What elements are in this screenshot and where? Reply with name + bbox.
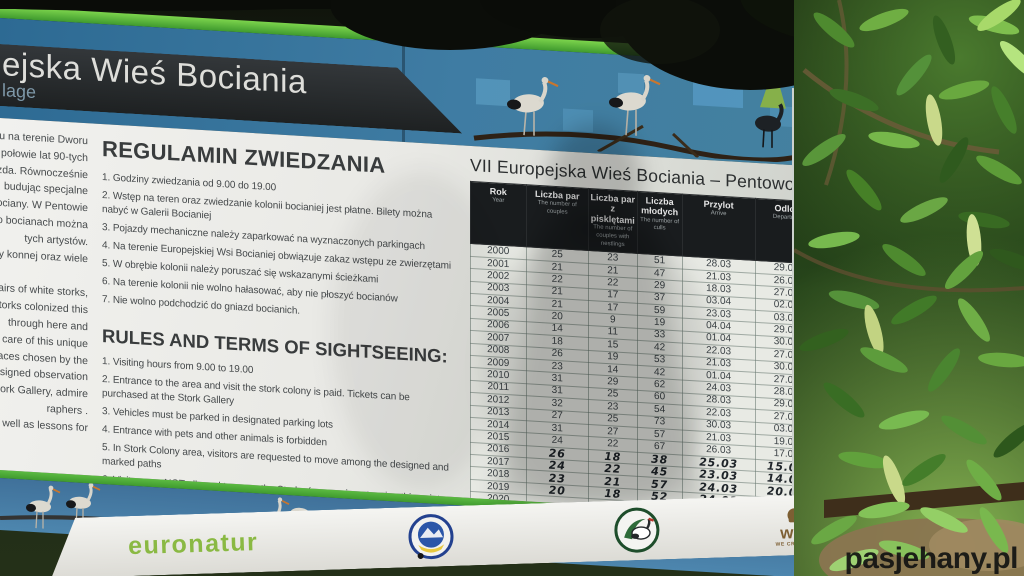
left-cutoff-column: ku na terenie Dworu w połowie lat 90-tych… [0, 124, 90, 475]
stork-silhouette-icon [755, 65, 786, 148]
table-header-cell: Liczba młodych The number of culls [637, 191, 683, 257]
blue-globe-logo-icon [407, 513, 454, 560]
watermark: pasjehany.pl [844, 542, 1018, 575]
header-label-pl: Liczba par z pisklętami [590, 192, 636, 226]
table-header-cell: Liczba par z pisklętami The number of co… [588, 188, 638, 254]
stork-icon [507, 76, 559, 136]
stork-table-body: 2000 25 23 51 28.03 29.08 2001 21 21 47 … [470, 243, 818, 519]
willow-foliage [792, 0, 1024, 576]
table-header-cell: Liczba par The number of couples [526, 184, 589, 251]
table-header-cell: Rok Year [470, 181, 527, 248]
stork-society-logo-icon [613, 506, 660, 553]
intro-paragraph-pl: ku na terenie Dworu w połowie lat 90-tych… [0, 121, 88, 268]
statistics-column: VII Europejska Wieś Bociania – Pentowo R… [470, 152, 818, 519]
white-content-panel: ku na terenie Dworu w połowie lat 90-tych… [0, 118, 824, 519]
stork-icon [66, 483, 101, 527]
information-board: ejska Wieś Bociania lage [0, 6, 824, 576]
header-label-en: The number of couples with nestlings [593, 224, 633, 248]
header-label-pl: Liczba młodych [641, 195, 679, 218]
euronatur-logo: euronatur [127, 527, 259, 560]
rules-column: REGULAMIN ZWIEDZANIA 1. Godziny zwiedzan… [102, 130, 458, 519]
intro-paragraph-en: airs of white storks, storks colonized th… [0, 273, 88, 437]
regulamin-list: 1. Godziny zwiedzania od 9.00 do 19.00 2.… [102, 171, 458, 328]
stork-photo-collage [473, 65, 815, 163]
stork-icon [26, 485, 61, 529]
table-header-cell: Przylot Arrive [682, 194, 756, 261]
foliage-leaves [792, 0, 1024, 576]
header-label-en: The number of culls [640, 216, 680, 233]
title-banner: ejska Wieś Bociania lage [0, 44, 462, 133]
header-label-en: The number of couples [537, 200, 577, 216]
stork-statistics-table: Rok Year Liczba par The number of couple… [470, 180, 818, 519]
